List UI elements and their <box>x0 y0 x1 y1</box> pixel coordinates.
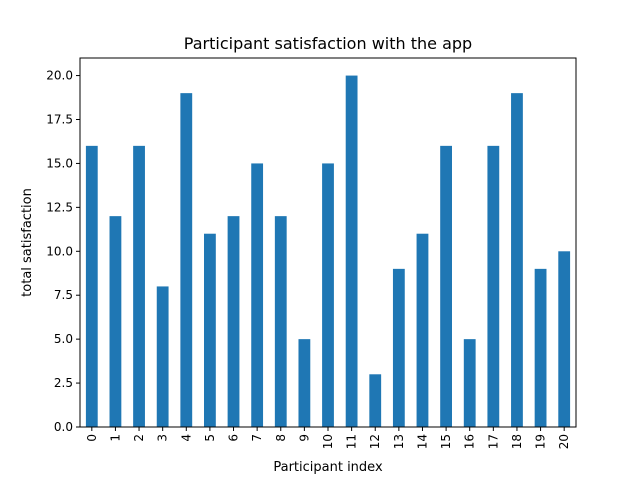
bar-15 <box>440 145 452 428</box>
x-tick-label: 12 <box>368 434 382 449</box>
x-tick-label: 14 <box>415 434 429 449</box>
bar-4 <box>180 93 193 427</box>
y-tick-label: 2.5 <box>54 376 73 390</box>
x-ticks: 0 1 2 3 4 5 6 7 8 9 10 11 12 13 14 15 16 17 18 19 20 <box>85 427 571 449</box>
y-tick-label: 17.5 <box>46 113 73 127</box>
x-tick-label: 9 <box>297 434 311 442</box>
bar-14 <box>416 233 429 427</box>
bar-9 <box>298 339 311 427</box>
y-tick-label: 20.0 <box>46 69 73 83</box>
x-tick-label: 5 <box>203 434 217 442</box>
y-axis-label: total satisfaction <box>20 188 35 297</box>
plot-frame <box>79 57 577 428</box>
x-tick-label: 4 <box>179 434 193 442</box>
bars-layer <box>85 75 571 428</box>
bar-3 <box>156 286 169 427</box>
x-tick-label: 20 <box>557 434 571 449</box>
y-tick-label: 12.5 <box>46 200 73 214</box>
y-tick-label: 7.5 <box>54 288 73 302</box>
y-ticks: 0.0 2.5 5.0 7.5 10.0 12.5 15.0 17.5 20.0 <box>46 69 80 434</box>
bar-20 <box>558 251 571 427</box>
y-tick-label: 10.0 <box>46 244 73 258</box>
bar-5 <box>204 233 216 427</box>
x-tick-label: 1 <box>108 434 122 442</box>
x-tick-label: 2 <box>132 434 146 442</box>
bar-17 <box>487 145 500 428</box>
y-tick-label: 15.0 <box>46 156 73 170</box>
x-tick-label: 16 <box>463 434 477 449</box>
x-tick-label: 10 <box>321 434 335 449</box>
x-tick-label: 6 <box>227 434 241 442</box>
x-tick-label: 18 <box>510 434 524 449</box>
bar-6 <box>227 216 240 427</box>
bar-1 <box>109 216 122 427</box>
x-tick-label: 15 <box>439 434 453 449</box>
x-tick-label: 7 <box>250 434 264 442</box>
bar-19 <box>534 268 547 427</box>
x-tick-label: 0 <box>85 434 99 442</box>
bar-7 <box>251 163 264 427</box>
x-axis-label: Participant index <box>273 460 383 475</box>
bar-8 <box>274 216 287 427</box>
bar-2 <box>133 145 145 428</box>
chart-title: Participant satisfaction with the app <box>184 34 472 53</box>
x-tick-label: 17 <box>486 434 500 449</box>
bar-12 <box>369 374 382 427</box>
x-tick-label: 19 <box>534 434 548 449</box>
bar-16 <box>463 339 476 427</box>
bar-10 <box>322 163 334 427</box>
y-tick-label: 5.0 <box>54 332 73 346</box>
x-tick-label: 3 <box>156 434 170 442</box>
x-tick-label: 8 <box>274 434 288 442</box>
bar-18 <box>511 93 523 427</box>
x-tick-label: 11 <box>345 434 359 449</box>
y-tick-label: 0.0 <box>54 420 73 434</box>
x-tick-label: 13 <box>392 434 406 449</box>
bar-13 <box>392 268 405 427</box>
bar-11 <box>345 75 358 427</box>
bar-0 <box>85 145 98 428</box>
